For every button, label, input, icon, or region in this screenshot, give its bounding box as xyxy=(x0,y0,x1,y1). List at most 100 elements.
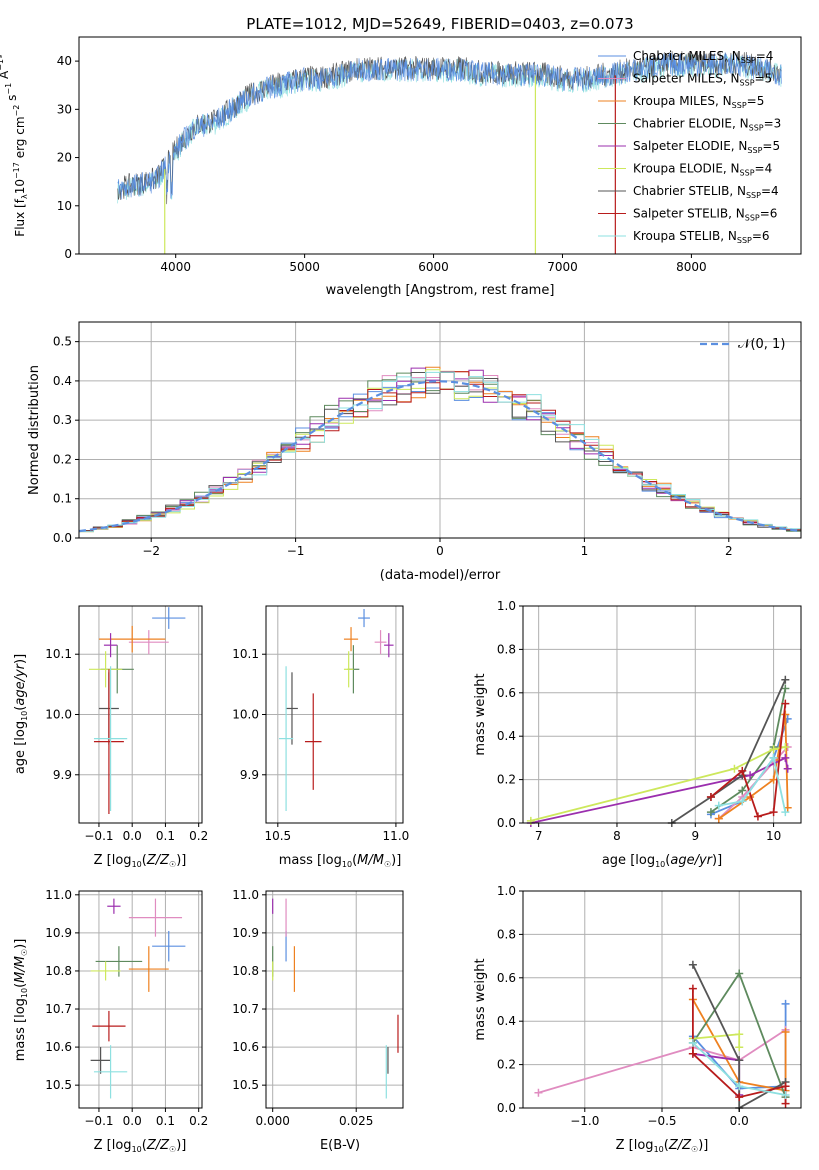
y-tick-label: 10.9 xyxy=(232,926,259,940)
errorbar-point-chabrier-stelib xyxy=(286,672,298,745)
weight-marker xyxy=(688,960,697,969)
y-axis-label: mass [log10(M/M☉)] xyxy=(13,939,29,1062)
legend-entry-kroupa-stelib: Kroupa STELIB, NSSP=6 xyxy=(633,229,770,245)
weight-marker xyxy=(735,1043,744,1052)
y-tick-label: 0 xyxy=(64,247,72,261)
errorbar-point-chabrier-miles xyxy=(358,609,370,628)
normal-curve xyxy=(78,380,802,533)
weight-marker xyxy=(738,786,747,795)
x-axis-label: (data-model)/error xyxy=(380,568,501,583)
plot-area-mass-vs-Z xyxy=(90,898,186,1099)
y-tick-label: 0.2 xyxy=(53,452,72,466)
legend-label-normal: 𝒩(0, 1) xyxy=(738,337,785,352)
y-tick-label: 0.2 xyxy=(497,1058,516,1072)
weight-line xyxy=(692,999,787,1092)
x-tick-label: −0.1 xyxy=(84,1114,113,1128)
weight-marker xyxy=(706,808,715,817)
weight-marker xyxy=(714,801,723,810)
y-tick-label: 0.3 xyxy=(53,413,72,427)
errorbar-point-salpeter-miles xyxy=(128,898,183,937)
y-tick-label: 10.6 xyxy=(45,1040,72,1054)
axes-residuals: −2 −1 0 1 2 0.0 0.1 0.2 0.3 0.4 0.5 𝒩(0, 1) (data-mo… xyxy=(27,321,802,583)
weight-marker xyxy=(688,984,697,993)
legend-entry-chabrier-stelib: Chabrier STELIB, NSSP=4 xyxy=(633,184,779,200)
y-tick-label: 1.0 xyxy=(497,599,516,613)
weight-marker xyxy=(781,999,790,1008)
x-tick-label: 0.1 xyxy=(156,1114,175,1128)
x-tick-label: 0.0 xyxy=(123,829,142,843)
y-axis-label: mass weight xyxy=(473,673,488,755)
x-tick-label: −2 xyxy=(142,544,160,558)
x-tick-label: 0.1 xyxy=(156,829,175,843)
plot-area-residuals xyxy=(78,366,802,533)
y-tick-label: 11.0 xyxy=(232,888,259,902)
y-tick-label: 9.9 xyxy=(53,768,72,782)
x-tick-label: 0.0 xyxy=(123,1114,142,1128)
errorbar-point-chabrier-elodie xyxy=(95,946,143,977)
y-tick-label: 0.0 xyxy=(497,1101,516,1115)
x-tick-label: 6000 xyxy=(418,260,449,274)
weight-line xyxy=(710,688,787,813)
legend-entry-salpeter-elodie: Salpeter ELODIE, NSSP=5 xyxy=(633,139,780,155)
x-tick-label: 8000 xyxy=(676,260,707,274)
errorbar-point-salpeter-elodie xyxy=(107,898,121,914)
x-axis-label: age [log10(age/yr)] xyxy=(602,853,722,869)
axes-weight-vs-age: 7 8 9 10 0.0 0.2 0.4 0.6 0.8 1.0 mass weight age [l… xyxy=(473,599,802,869)
figure-title: PLATE=1012, MJD=52649, FIBERID=0403, z=0… xyxy=(246,15,633,33)
x-tick-label: 7 xyxy=(535,829,543,843)
y-tick-label: 10.1 xyxy=(232,647,259,661)
weight-marker xyxy=(688,1038,697,1047)
legend-entry-salpeter-stelib: Salpeter STELIB, NSSP=6 xyxy=(633,207,777,223)
y-tick-label: 30 xyxy=(57,102,72,116)
weight-marker xyxy=(714,814,723,823)
errorbar-point-kroupa-elodie xyxy=(343,651,354,688)
weight-marker xyxy=(781,743,790,752)
y-tick-label: 0.0 xyxy=(53,531,72,545)
x-tick-label: 0 xyxy=(436,544,444,558)
x-tick-label: 7000 xyxy=(547,260,578,274)
x-tick-label: 4000 xyxy=(160,260,191,274)
axes-frame xyxy=(265,890,404,1109)
axes-frame xyxy=(78,36,802,255)
y-tick-label: 1.0 xyxy=(497,884,516,898)
errorbar-point-salpeter-elodie xyxy=(103,633,118,658)
y-axis-label: Flux [fλ10−17 erg cm−2 s−1 A−1] xyxy=(0,54,29,236)
y-axis-label: age [log10(age/yr)] xyxy=(13,654,29,774)
weight-series-kroupa-stelib xyxy=(714,753,790,817)
axes-frame xyxy=(522,605,802,824)
errorbar-point-kroupa-miles xyxy=(343,627,359,652)
weight-line xyxy=(718,755,787,813)
errorbar-point-kroupa-miles xyxy=(128,946,169,992)
weight-marker xyxy=(753,812,762,821)
legend-entry-chabrier-elodie: Chabrier ELODIE, NSSP=3 xyxy=(633,117,781,133)
weight-marker xyxy=(735,1056,744,1065)
weight-line xyxy=(530,746,786,822)
legend-entry-kroupa-elodie: Kroupa ELODIE, NSSP=4 xyxy=(633,162,772,178)
y-tick-label: 10.6 xyxy=(232,1040,259,1054)
y-tick-label: 10.5 xyxy=(45,1078,72,1092)
y-tick-label: 0.6 xyxy=(497,971,516,985)
weight-marker xyxy=(738,766,747,775)
errorbar-point-salpeter-stelib xyxy=(93,669,124,814)
weight-marker xyxy=(730,764,739,773)
y-tick-label: 10.0 xyxy=(232,708,259,722)
y-tick-label: 0.4 xyxy=(53,374,72,388)
weight-marker xyxy=(781,1099,790,1108)
x-tick-label: 5000 xyxy=(289,260,320,274)
y-tick-label: 10.8 xyxy=(232,964,259,978)
x-tick-label: 8 xyxy=(613,829,621,843)
y-tick-label: 10.8 xyxy=(45,964,72,978)
weight-marker xyxy=(534,1088,543,1097)
x-axis-label: mass [log10(M/M☉)] xyxy=(279,853,402,869)
weight-line xyxy=(538,1029,787,1094)
x-tick-label: 0.000 xyxy=(256,1114,290,1128)
x-tick-label: 0.2 xyxy=(189,829,208,843)
x-axis-label: Z [log10(Z/Z☉)] xyxy=(94,853,187,869)
plot-area-age-vs-Z xyxy=(88,607,186,814)
y-tick-label: 10.7 xyxy=(232,1002,259,1016)
axes-age-vs-Z: −0.1 0.0 0.1 0.2 9.9 10.0 10.1 Z [log10(Z/Z☉)] a… xyxy=(13,605,208,869)
legend-entry-kroupa-miles: Kroupa MILES, NSSP=5 xyxy=(633,94,764,110)
